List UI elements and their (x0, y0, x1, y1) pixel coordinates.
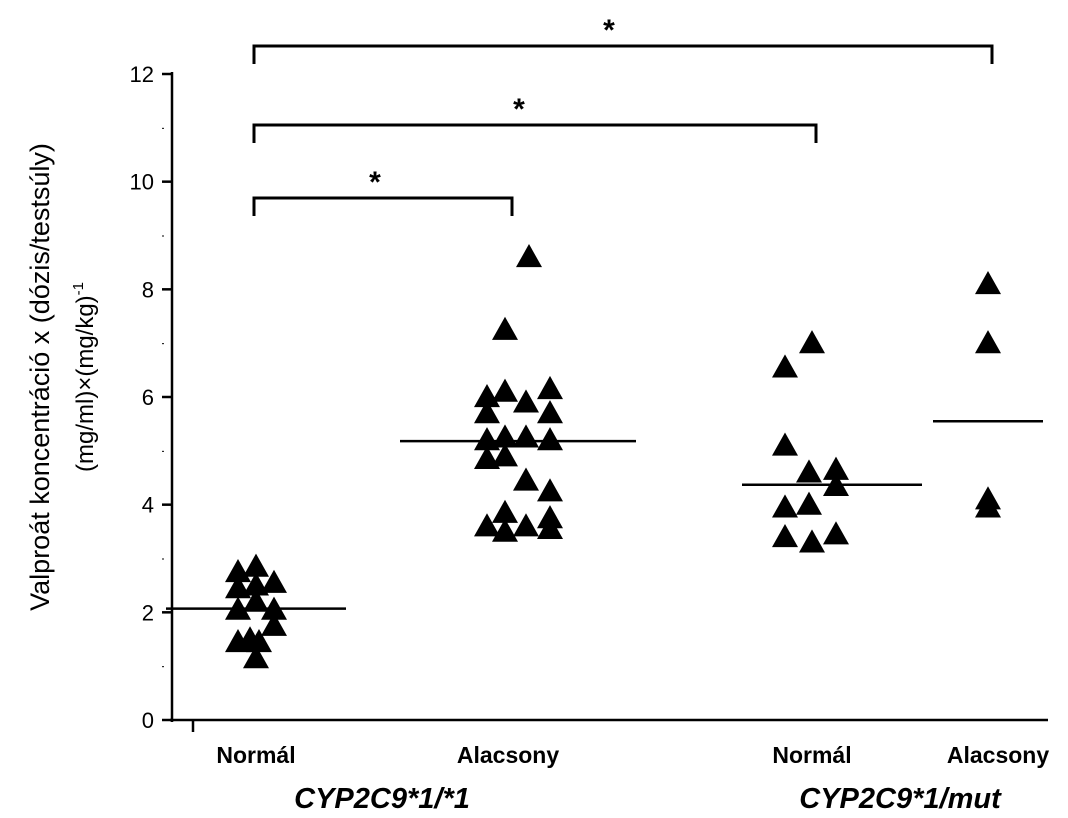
triangle-marker (474, 400, 500, 424)
y-tick-label: 4 (142, 493, 154, 518)
significance-bracket (252, 123, 818, 143)
triangle-marker (537, 375, 563, 400)
y-tick-label: 2 (142, 600, 154, 625)
triangle-marker (261, 612, 287, 636)
mean-lines (166, 419, 1043, 610)
triangle-marker (823, 521, 849, 545)
triangle-marker (772, 432, 798, 456)
significance-brackets: * * * (252, 14, 994, 216)
triangle-marker (823, 456, 849, 480)
y-axis-label: Valproát koncentráció x (dózis/testsúly)… (25, 143, 99, 611)
y-tick-label: 12 (130, 62, 154, 87)
triangle-marker (243, 572, 269, 596)
significance-bracket (252, 44, 994, 64)
triangle-marker (243, 588, 269, 612)
triangle-marker (513, 424, 539, 448)
y-tick-label: 0 (142, 708, 154, 733)
triangle-marker (537, 478, 563, 502)
triangle-marker (474, 445, 500, 470)
triangle-marker (246, 628, 272, 653)
y-axis-label-units: (mg/ml)×(mg/kg) (72, 295, 99, 472)
triangle-marker (243, 645, 269, 669)
triangle-marker (513, 389, 539, 413)
triangle-marker (243, 553, 269, 577)
x-labels: Normál Alacsony Normál Alacsony CYP2C9*1/*1 C… (216, 742, 1049, 815)
triangle-marker (975, 270, 1001, 295)
triangle-marker (975, 330, 1001, 354)
significance-bracket (252, 196, 514, 216)
data-points (225, 244, 1001, 669)
triangle-marker (492, 316, 518, 340)
triangle-marker (492, 499, 518, 523)
triangle-marker (772, 523, 798, 548)
x-category-label: Alacsony (457, 742, 559, 768)
y-tick-label: 6 (142, 385, 154, 410)
triangle-marker (474, 427, 500, 451)
triangle-marker (516, 244, 542, 268)
y-axis-label-line2: (mg/ml)×(mg/kg)-1 (70, 282, 99, 472)
y-tick-label: 10 (130, 170, 154, 195)
x-group-label: CYP2C9*1/*1 (294, 783, 470, 815)
triangle-marker (492, 378, 518, 402)
triangle-marker (492, 443, 518, 467)
y-ticks: 0 2 4 6 8 10 12 (130, 62, 172, 733)
triangle-marker (513, 467, 539, 491)
y-tick-label: 8 (142, 277, 154, 302)
triangle-marker (772, 354, 798, 378)
triangle-marker (261, 569, 287, 593)
significance-star: * (513, 93, 525, 126)
significance-star: * (603, 14, 615, 47)
triangle-marker (492, 518, 518, 542)
triangle-marker (799, 529, 825, 553)
triangle-marker (537, 515, 563, 540)
triangle-marker (537, 400, 563, 424)
triangle-marker (796, 459, 822, 483)
triangle-marker (975, 494, 1001, 518)
x-category-label: Alacsony (947, 742, 1049, 768)
triangle-marker (799, 330, 825, 354)
axes (170, 72, 1048, 732)
triangle-marker (796, 491, 822, 515)
triangle-marker (772, 494, 798, 518)
triangle-marker (537, 427, 563, 451)
x-group-label: CYP2C9*1/mut (799, 783, 1002, 815)
triangle-marker (474, 513, 500, 537)
significance-star: * (369, 166, 381, 199)
y-axis-label-exponent: -1 (70, 282, 87, 295)
y-axis-label-line1: Valproát koncentráció x (dózis/testsúly) (25, 143, 55, 611)
triangle-marker (225, 575, 251, 599)
x-category-label: Normál (772, 742, 851, 768)
triangle-marker (513, 513, 539, 537)
x-category-label: Normál (216, 742, 295, 768)
